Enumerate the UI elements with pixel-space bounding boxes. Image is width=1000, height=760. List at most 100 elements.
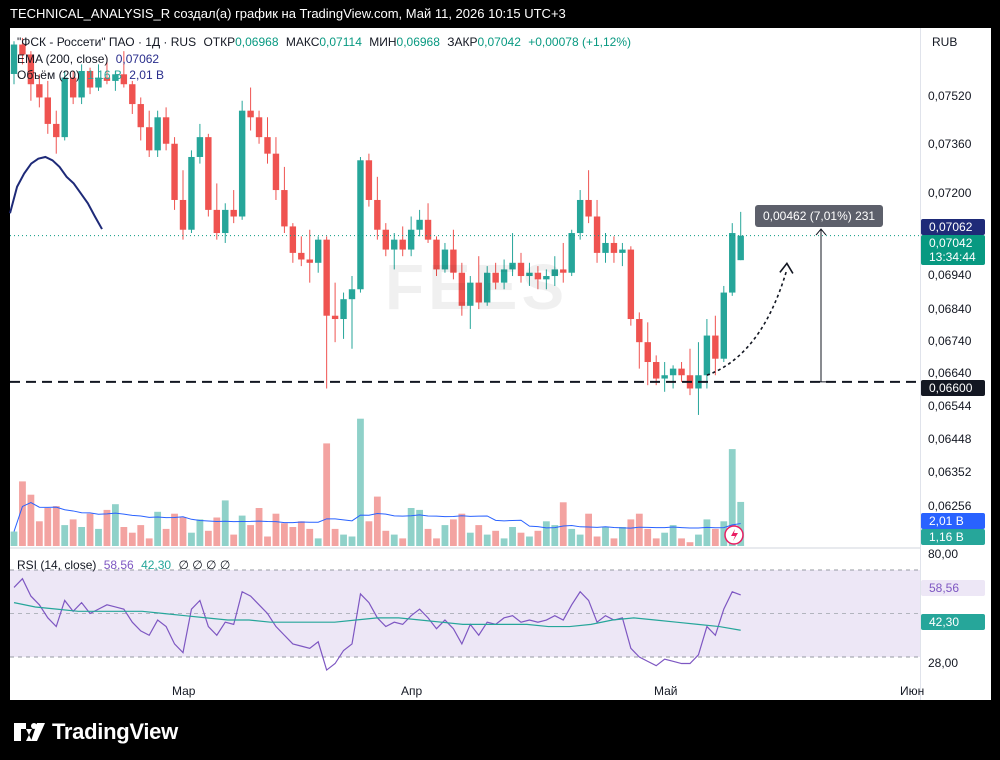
candle-body: [188, 156, 195, 230]
ema-label[interactable]: EMA (200, close): [17, 52, 109, 66]
candle-body: [669, 368, 677, 376]
candle: [526, 262, 533, 286]
volume-bar: [78, 527, 85, 546]
volume-bar: [95, 528, 102, 546]
volume-bar: [416, 509, 423, 546]
rsi-legend[interactable]: RSI (14, close) 58,56 42,30 ∅ ∅ ∅ ∅: [17, 558, 234, 572]
rsi-hidden-values: ∅ ∅ ∅ ∅: [178, 558, 231, 572]
candle-body: [551, 269, 558, 277]
volume-bar: [196, 519, 204, 546]
candle-body: [44, 97, 51, 124]
rsi-tick: 28,00: [928, 656, 959, 670]
currency-label[interactable]: RUB: [932, 35, 958, 49]
volume-bar: [162, 528, 170, 546]
volume-badge: 1,16 B: [921, 529, 985, 545]
volume-bar: [272, 513, 280, 546]
candle-body: [644, 342, 651, 363]
candle-body: [382, 229, 389, 250]
volume-bar: [112, 504, 119, 546]
candle: [492, 262, 499, 290]
high-label: МАКС: [285, 35, 320, 49]
candle: [69, 70, 77, 105]
volume-bar: [559, 502, 567, 546]
candle-body: [407, 229, 415, 250]
candle: [720, 285, 727, 363]
volume-bar: [10, 531, 18, 546]
rsi-label[interactable]: RSI (14, close): [17, 558, 97, 572]
candle: [340, 292, 347, 339]
volume-bar: [238, 515, 246, 546]
candle: [272, 137, 280, 200]
candle: [112, 70, 119, 91]
symbol-legend[interactable]: "ФСК - Россети" ПАО · 1Д · RUS ОТКР0,069…: [17, 35, 635, 49]
volume-bar: [103, 509, 111, 546]
candle-body: [264, 137, 271, 154]
measure-tooltip: 0,00462 (7,01%) 231: [755, 205, 884, 227]
candle: [644, 322, 651, 386]
volume-bar: [204, 530, 212, 546]
volume-bar: [69, 519, 77, 546]
candle-body: [120, 74, 128, 85]
volume-bar: [120, 527, 128, 546]
candle: [712, 315, 719, 376]
candle: [619, 242, 626, 267]
candle-body: [737, 235, 744, 261]
volume-bar: [61, 525, 69, 546]
volume-bar: [390, 534, 398, 546]
candle: [560, 242, 567, 283]
volume-bar: [458, 513, 466, 546]
candle-body: [374, 199, 381, 230]
candle-body: [729, 233, 736, 293]
volume-bar: [255, 508, 263, 546]
candle: [196, 123, 204, 164]
candle: [298, 236, 305, 267]
candle: [424, 203, 432, 243]
candle: [120, 51, 128, 88]
volume-bar: [145, 538, 153, 546]
volume-bar: [678, 538, 685, 546]
volume-label[interactable]: Объём (20): [17, 68, 80, 82]
candle: [576, 190, 584, 240]
volume-legend[interactable]: Объём (20) 1,16 B 2,01 B: [17, 68, 168, 82]
candle: [247, 87, 254, 131]
candle: [627, 246, 635, 326]
volume-bar: [35, 521, 43, 546]
candle-body: [450, 249, 457, 273]
low-value: 0,06968: [396, 35, 440, 49]
chart-caption: TECHNICAL_ANALYSIS_R создал(а) график на…: [10, 6, 566, 21]
ema-line: [9, 155, 103, 230]
volume-bar: [137, 525, 145, 546]
candle: [729, 223, 736, 296]
candle-body: [348, 289, 356, 300]
candle: [78, 64, 85, 105]
candle-body: [661, 375, 668, 379]
price-tick: 0,06840: [928, 302, 972, 316]
candle-body: [272, 153, 280, 191]
volume-bar: [669, 525, 677, 546]
forecast-arrowhead: [779, 262, 794, 274]
volume-bar: [289, 527, 297, 546]
volume-bar: [323, 443, 331, 546]
candle: [399, 226, 406, 257]
candle-body: [365, 160, 373, 200]
candle-body: [179, 199, 187, 230]
volume-bar: [602, 527, 609, 546]
ema-legend[interactable]: EMA (200, close) 0,07062: [17, 52, 163, 66]
candle-body: [196, 137, 204, 157]
symbol-name[interactable]: "ФСК - Россети" ПАО · 1Д · RUS: [17, 35, 197, 49]
rsi-value: 58,56: [103, 558, 134, 572]
price-tick: 0,06640: [928, 366, 972, 380]
volume-bar: [188, 532, 195, 546]
tradingview-logo[interactable]: TradingView: [12, 719, 178, 745]
candle: [146, 110, 153, 157]
candle: [441, 242, 449, 273]
candle: [678, 362, 685, 382]
volume-bar: [171, 513, 178, 546]
candle: [86, 67, 94, 95]
candle: [543, 269, 550, 290]
candle-body: [238, 110, 246, 217]
candle-body: [171, 143, 178, 200]
volume-bar: [52, 506, 60, 546]
candle: [653, 355, 660, 386]
volume-bar: [19, 481, 26, 546]
